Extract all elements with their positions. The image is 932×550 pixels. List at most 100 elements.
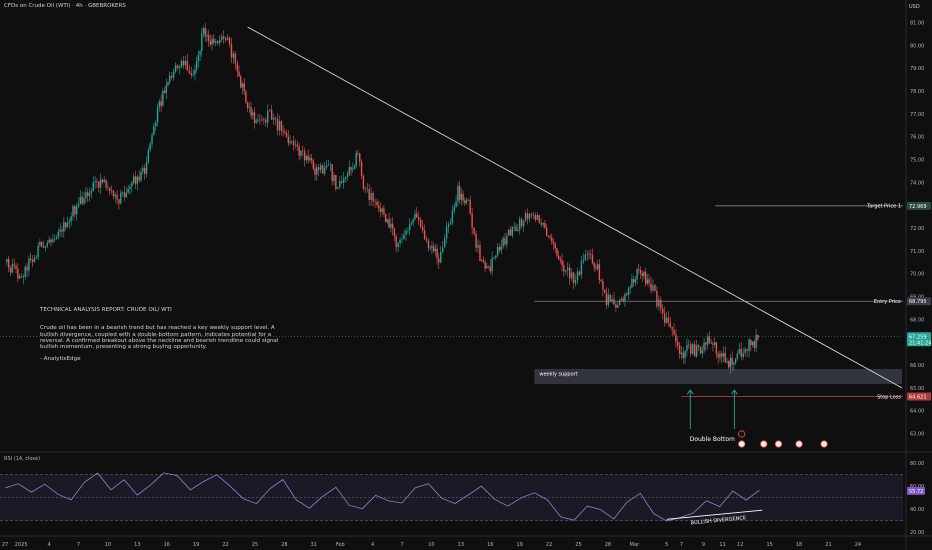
candle <box>600 279 602 282</box>
annotations: Double Bottom <box>0 26 903 448</box>
candle <box>534 215 537 220</box>
candle <box>701 350 704 354</box>
candle <box>416 213 418 218</box>
candle <box>487 265 490 267</box>
symbol-title[interactable]: CFDs on Crude Oil (WTI) · 4h · GBEBROKER… <box>4 3 126 9</box>
candle <box>22 276 25 278</box>
candle <box>734 358 737 364</box>
candle <box>471 213 473 228</box>
candle <box>118 199 120 204</box>
candle <box>318 167 320 170</box>
flash-event-icon <box>738 430 746 438</box>
candle <box>383 208 385 214</box>
price-tick-label: 72.00 <box>910 226 924 232</box>
candle <box>64 222 67 228</box>
candle <box>74 205 76 215</box>
time-tick-label: 9 <box>702 542 705 548</box>
price-tick-label: 74.00 <box>910 180 924 186</box>
candle <box>697 345 700 348</box>
last-price-badge-bg <box>907 332 931 347</box>
candle <box>590 254 592 256</box>
candle <box>282 130 284 132</box>
economic-event-icon <box>760 440 768 448</box>
candle <box>285 132 288 137</box>
candle <box>451 210 454 223</box>
candle <box>457 186 459 202</box>
candle <box>241 83 244 88</box>
candle <box>138 176 140 181</box>
candle <box>57 231 60 237</box>
candle <box>127 189 129 193</box>
candle <box>682 352 684 359</box>
candle <box>359 153 361 162</box>
candle <box>114 194 116 197</box>
candle <box>11 264 14 273</box>
time-tick-label: 16 <box>487 542 493 548</box>
candle <box>163 90 166 94</box>
target-line-label: Target Price 1 <box>866 204 901 210</box>
candle <box>728 361 730 368</box>
candle <box>243 83 245 92</box>
candle <box>109 187 111 191</box>
candle <box>296 144 298 147</box>
candle <box>634 279 637 283</box>
candle <box>639 270 642 274</box>
candle <box>228 37 231 44</box>
time-tick-label: 24 <box>855 542 861 548</box>
candle <box>101 179 104 183</box>
candle <box>59 229 61 232</box>
candle <box>267 110 269 123</box>
candle <box>502 238 504 247</box>
price-tick-label: 71.00 <box>910 249 924 255</box>
candle <box>31 259 34 262</box>
rsi-tick-label: 20.00 <box>910 530 924 536</box>
candle <box>611 299 613 302</box>
candle <box>68 221 71 223</box>
time-axis[interactable]: 27 2025 4 7 10 13 16 19 22 25 28 31 Feb 4 7 10 13 16 19 22 2… <box>2 542 861 548</box>
candle <box>496 247 499 256</box>
candle <box>107 187 109 189</box>
candle <box>742 352 744 357</box>
price-tick-label: 79.00 <box>910 66 924 72</box>
candle <box>532 214 535 216</box>
currency-label[interactable]: USD <box>909 4 920 10</box>
candle <box>680 352 683 355</box>
candle <box>360 161 363 177</box>
candle <box>372 193 374 202</box>
candle <box>699 347 702 354</box>
candle <box>688 344 690 346</box>
candle <box>123 192 126 198</box>
candle <box>186 60 189 71</box>
stop-loss-badge: 64.621 <box>909 395 927 401</box>
candle <box>427 240 430 249</box>
candle <box>366 188 368 190</box>
candle <box>335 175 337 189</box>
candle <box>482 260 485 263</box>
candle <box>421 226 424 231</box>
candle <box>30 258 32 260</box>
time-tick-label: 19 <box>193 542 199 548</box>
candle <box>194 69 196 75</box>
candle <box>83 197 85 204</box>
candle <box>551 237 553 242</box>
candle <box>412 219 414 223</box>
candle <box>370 193 372 201</box>
candle <box>105 180 107 188</box>
candle <box>544 222 546 228</box>
candle <box>167 81 169 86</box>
candle <box>440 251 442 263</box>
candle <box>364 188 366 190</box>
rsi-tick-label: 40.00 <box>910 507 924 513</box>
candle <box>19 276 21 279</box>
candle <box>170 75 173 78</box>
candle <box>498 247 501 251</box>
candle <box>624 294 626 302</box>
time-tick-label: 7 <box>400 542 403 548</box>
candle <box>132 176 135 183</box>
candle <box>677 342 679 346</box>
candle <box>353 166 356 170</box>
economic-event-icon <box>774 440 783 448</box>
candle <box>240 76 242 88</box>
candle <box>53 239 56 240</box>
